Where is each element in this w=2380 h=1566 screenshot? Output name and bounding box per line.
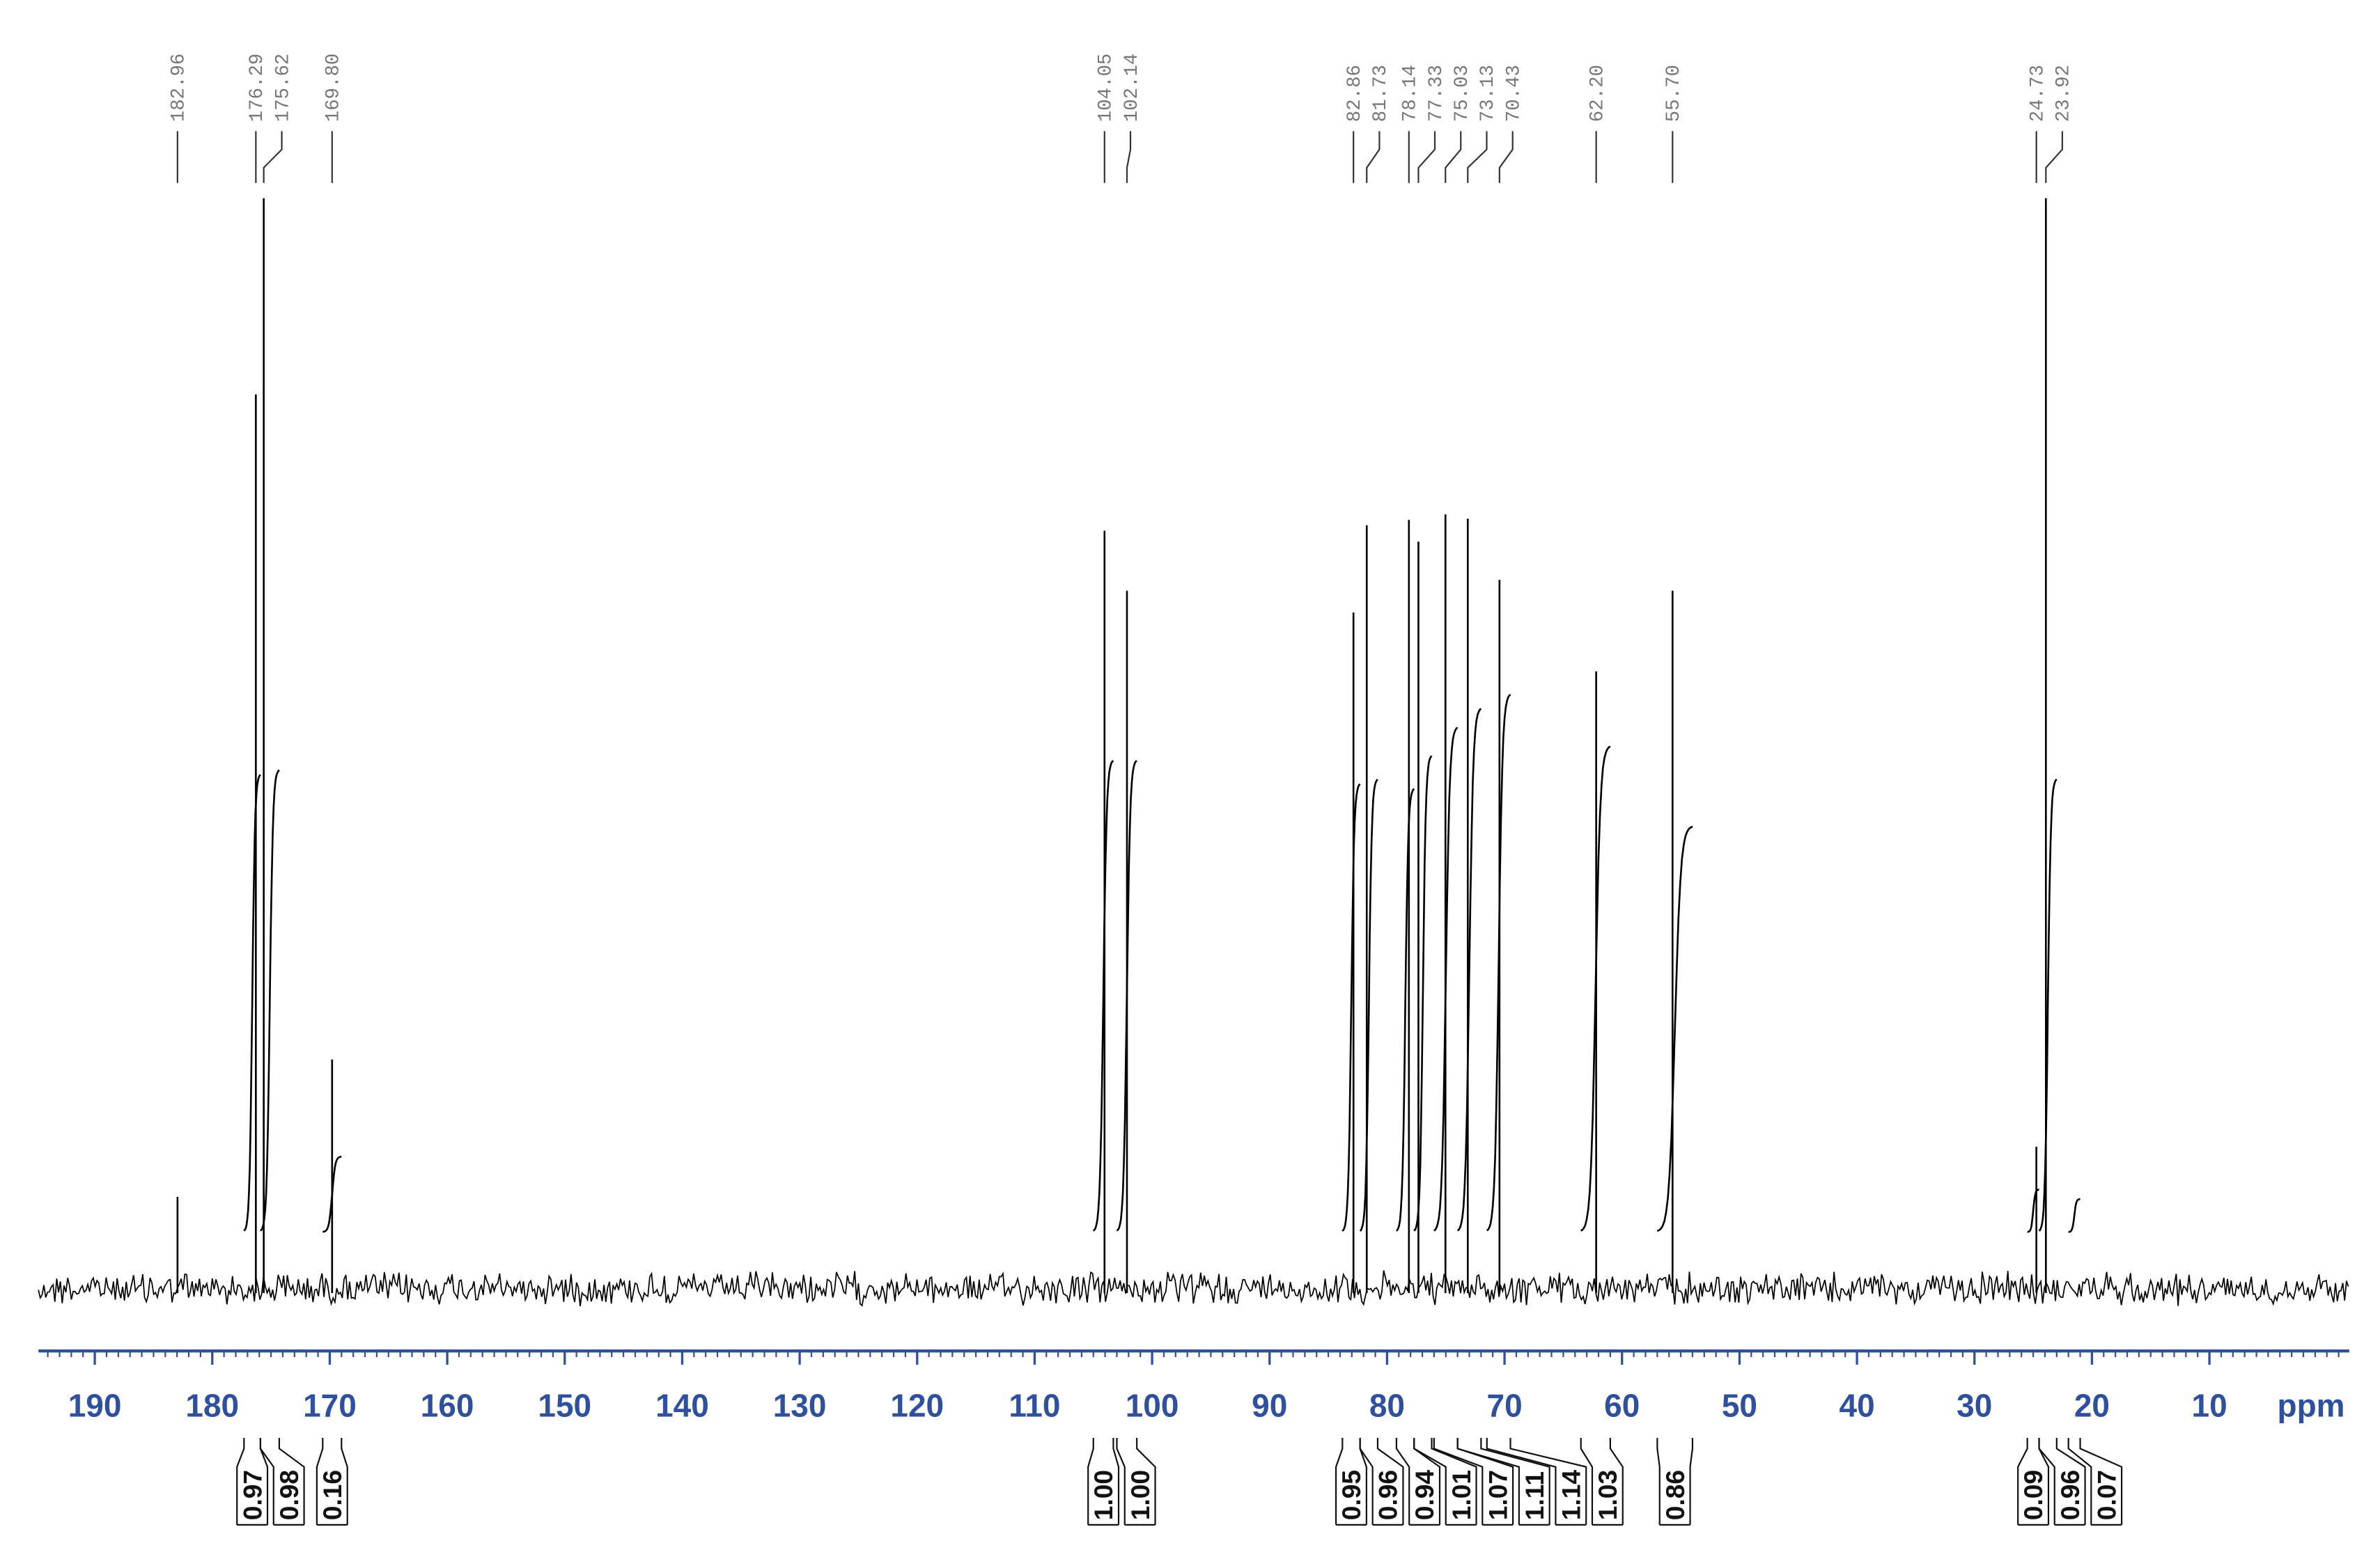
integral-label: 1.00 xyxy=(1089,1470,1118,1520)
baseline-noise xyxy=(38,1270,2349,1307)
integral-curve xyxy=(1456,707,1482,1232)
integral-label: 0.97 xyxy=(238,1470,267,1520)
integral-label: 1.03 xyxy=(1593,1470,1622,1520)
peak-label: 82.86 xyxy=(1344,65,1366,122)
integral-label: 0.94 xyxy=(1410,1470,1439,1521)
peak-label: 24.73 xyxy=(2027,65,2048,122)
x-tick-label: 60 xyxy=(1604,1387,1640,1423)
peak-label: 102.14 xyxy=(1121,54,1143,123)
x-tick-label: 50 xyxy=(1722,1387,1757,1423)
integral-label: 0.07 xyxy=(2092,1470,2121,1520)
x-tick-label: 80 xyxy=(1369,1387,1405,1423)
x-tick-label: 30 xyxy=(1957,1387,1992,1423)
peak-leader xyxy=(1366,131,1380,183)
x-tick-label: 150 xyxy=(538,1387,591,1423)
integral-bracket xyxy=(1580,1438,1624,1526)
integral-curve xyxy=(1433,726,1459,1232)
integral-label: 0.95 xyxy=(1337,1470,1366,1520)
integral-label: 0.16 xyxy=(318,1470,347,1520)
integral-curve xyxy=(1359,778,1378,1232)
peak-label: 75.03 xyxy=(1452,65,1473,122)
integral-label: 0.09 xyxy=(2019,1470,2048,1520)
integral-label: 1.00 xyxy=(1126,1470,1155,1520)
integral-bracket xyxy=(2038,1438,2086,1526)
integral-label: 0.98 xyxy=(274,1470,304,1520)
peak-leader xyxy=(1467,131,1488,183)
integral-curve xyxy=(1413,755,1433,1232)
peak-label: 104.05 xyxy=(1096,54,1117,123)
peak-leader xyxy=(1417,131,1436,183)
peak-leader xyxy=(263,131,283,183)
integral-curve xyxy=(1395,788,1415,1232)
x-tick-label: 180 xyxy=(185,1387,239,1423)
integral-curve xyxy=(1341,783,1361,1232)
x-tick-label: 110 xyxy=(1009,1387,1060,1423)
x-tick-label: 160 xyxy=(421,1387,474,1423)
integral-bracket xyxy=(1087,1438,1120,1526)
x-tick-label: 20 xyxy=(2074,1387,2110,1423)
integral-curve xyxy=(2038,778,2058,1232)
peak-leader xyxy=(1445,131,1462,183)
integral-curve xyxy=(1486,694,1511,1232)
peak-label: 77.33 xyxy=(1426,65,1447,122)
integral-curve xyxy=(322,1155,342,1233)
peak-label: 70.43 xyxy=(1503,65,1525,122)
peak-label: 176.29 xyxy=(247,54,268,123)
x-tick-label: 170 xyxy=(303,1387,357,1423)
peak-label: 182.96 xyxy=(169,54,190,123)
peak-leader xyxy=(2045,131,2063,183)
integral-curve xyxy=(1116,760,1138,1232)
integral-label: 0.96 xyxy=(1374,1470,1403,1520)
integral-bracket xyxy=(1486,1438,1587,1526)
integral-curve xyxy=(1092,760,1114,1232)
x-tick-label: 120 xyxy=(890,1387,944,1423)
integral-bracket xyxy=(1359,1438,1404,1526)
x-tick-label: 40 xyxy=(1840,1387,1875,1423)
integral-curve xyxy=(260,769,280,1232)
x-tick-label: 190 xyxy=(68,1387,122,1423)
peak-label: 81.73 xyxy=(1370,65,1392,122)
peak-label: 73.13 xyxy=(1477,65,1499,122)
peak-label: 175.62 xyxy=(272,54,294,123)
integral-bracket xyxy=(2067,1438,2123,1526)
integral-label: 1.07 xyxy=(1483,1470,1512,1520)
integral-bracket xyxy=(1456,1438,1550,1526)
x-tick-label: 140 xyxy=(655,1387,709,1423)
integral-label: 0.86 xyxy=(1660,1470,1690,1520)
integral-curve xyxy=(1580,745,1611,1232)
integral-label: 0.96 xyxy=(2055,1470,2085,1520)
peak-label: 23.92 xyxy=(2053,65,2075,122)
peak-leader xyxy=(1126,131,1132,183)
peak-label: 62.20 xyxy=(1587,65,1608,122)
x-tick-label: 10 xyxy=(2192,1387,2227,1423)
x-tick-label: 70 xyxy=(1487,1387,1523,1423)
integral-bracket xyxy=(1656,1438,1694,1526)
peak-leader xyxy=(1498,131,1514,183)
integral-bracket xyxy=(1413,1438,1477,1526)
integral-curve xyxy=(243,774,261,1232)
x-tick-label: 100 xyxy=(1126,1387,1179,1423)
integral-bracket xyxy=(1116,1438,1156,1526)
integral-label: 1.11 xyxy=(1520,1471,1549,1520)
x-tick-label: 90 xyxy=(1252,1387,1287,1423)
integral-bracket xyxy=(316,1438,348,1526)
x-tick-label: 130 xyxy=(773,1387,827,1423)
integral-curve xyxy=(2068,1198,2080,1233)
integral-curve xyxy=(2027,1189,2039,1233)
x-axis-label: ppm xyxy=(2278,1387,2345,1423)
integral-bracket xyxy=(259,1438,305,1526)
peak-label: 169.80 xyxy=(323,54,345,123)
integral-label: 1.14 xyxy=(1556,1470,1585,1521)
peak-label: 78.14 xyxy=(1400,65,1422,122)
integral-label: 1.01 xyxy=(1447,1470,1476,1520)
integral-curve xyxy=(1656,825,1693,1232)
peak-label: 55.70 xyxy=(1663,65,1685,122)
